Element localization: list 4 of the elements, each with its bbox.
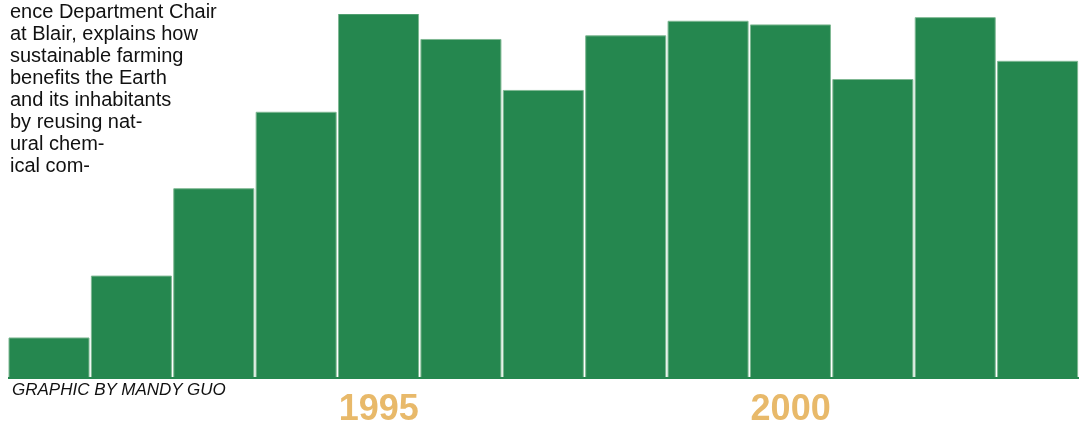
text: GRAPHIC BY MANDY GUO bbox=[12, 380, 226, 400]
annotation: ence Department Chair at Blair, explains how sustainable farming benefits the Earth and its inhabitants by reusing nat- ural chem- ical com- bbox=[10, 0, 218, 176]
x-tick-label: 2000 bbox=[750, 386, 831, 424]
x-tick-label: 1995 bbox=[338, 386, 419, 424]
